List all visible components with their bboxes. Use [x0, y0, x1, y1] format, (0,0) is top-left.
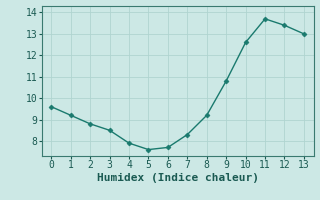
X-axis label: Humidex (Indice chaleur): Humidex (Indice chaleur) — [97, 173, 259, 183]
